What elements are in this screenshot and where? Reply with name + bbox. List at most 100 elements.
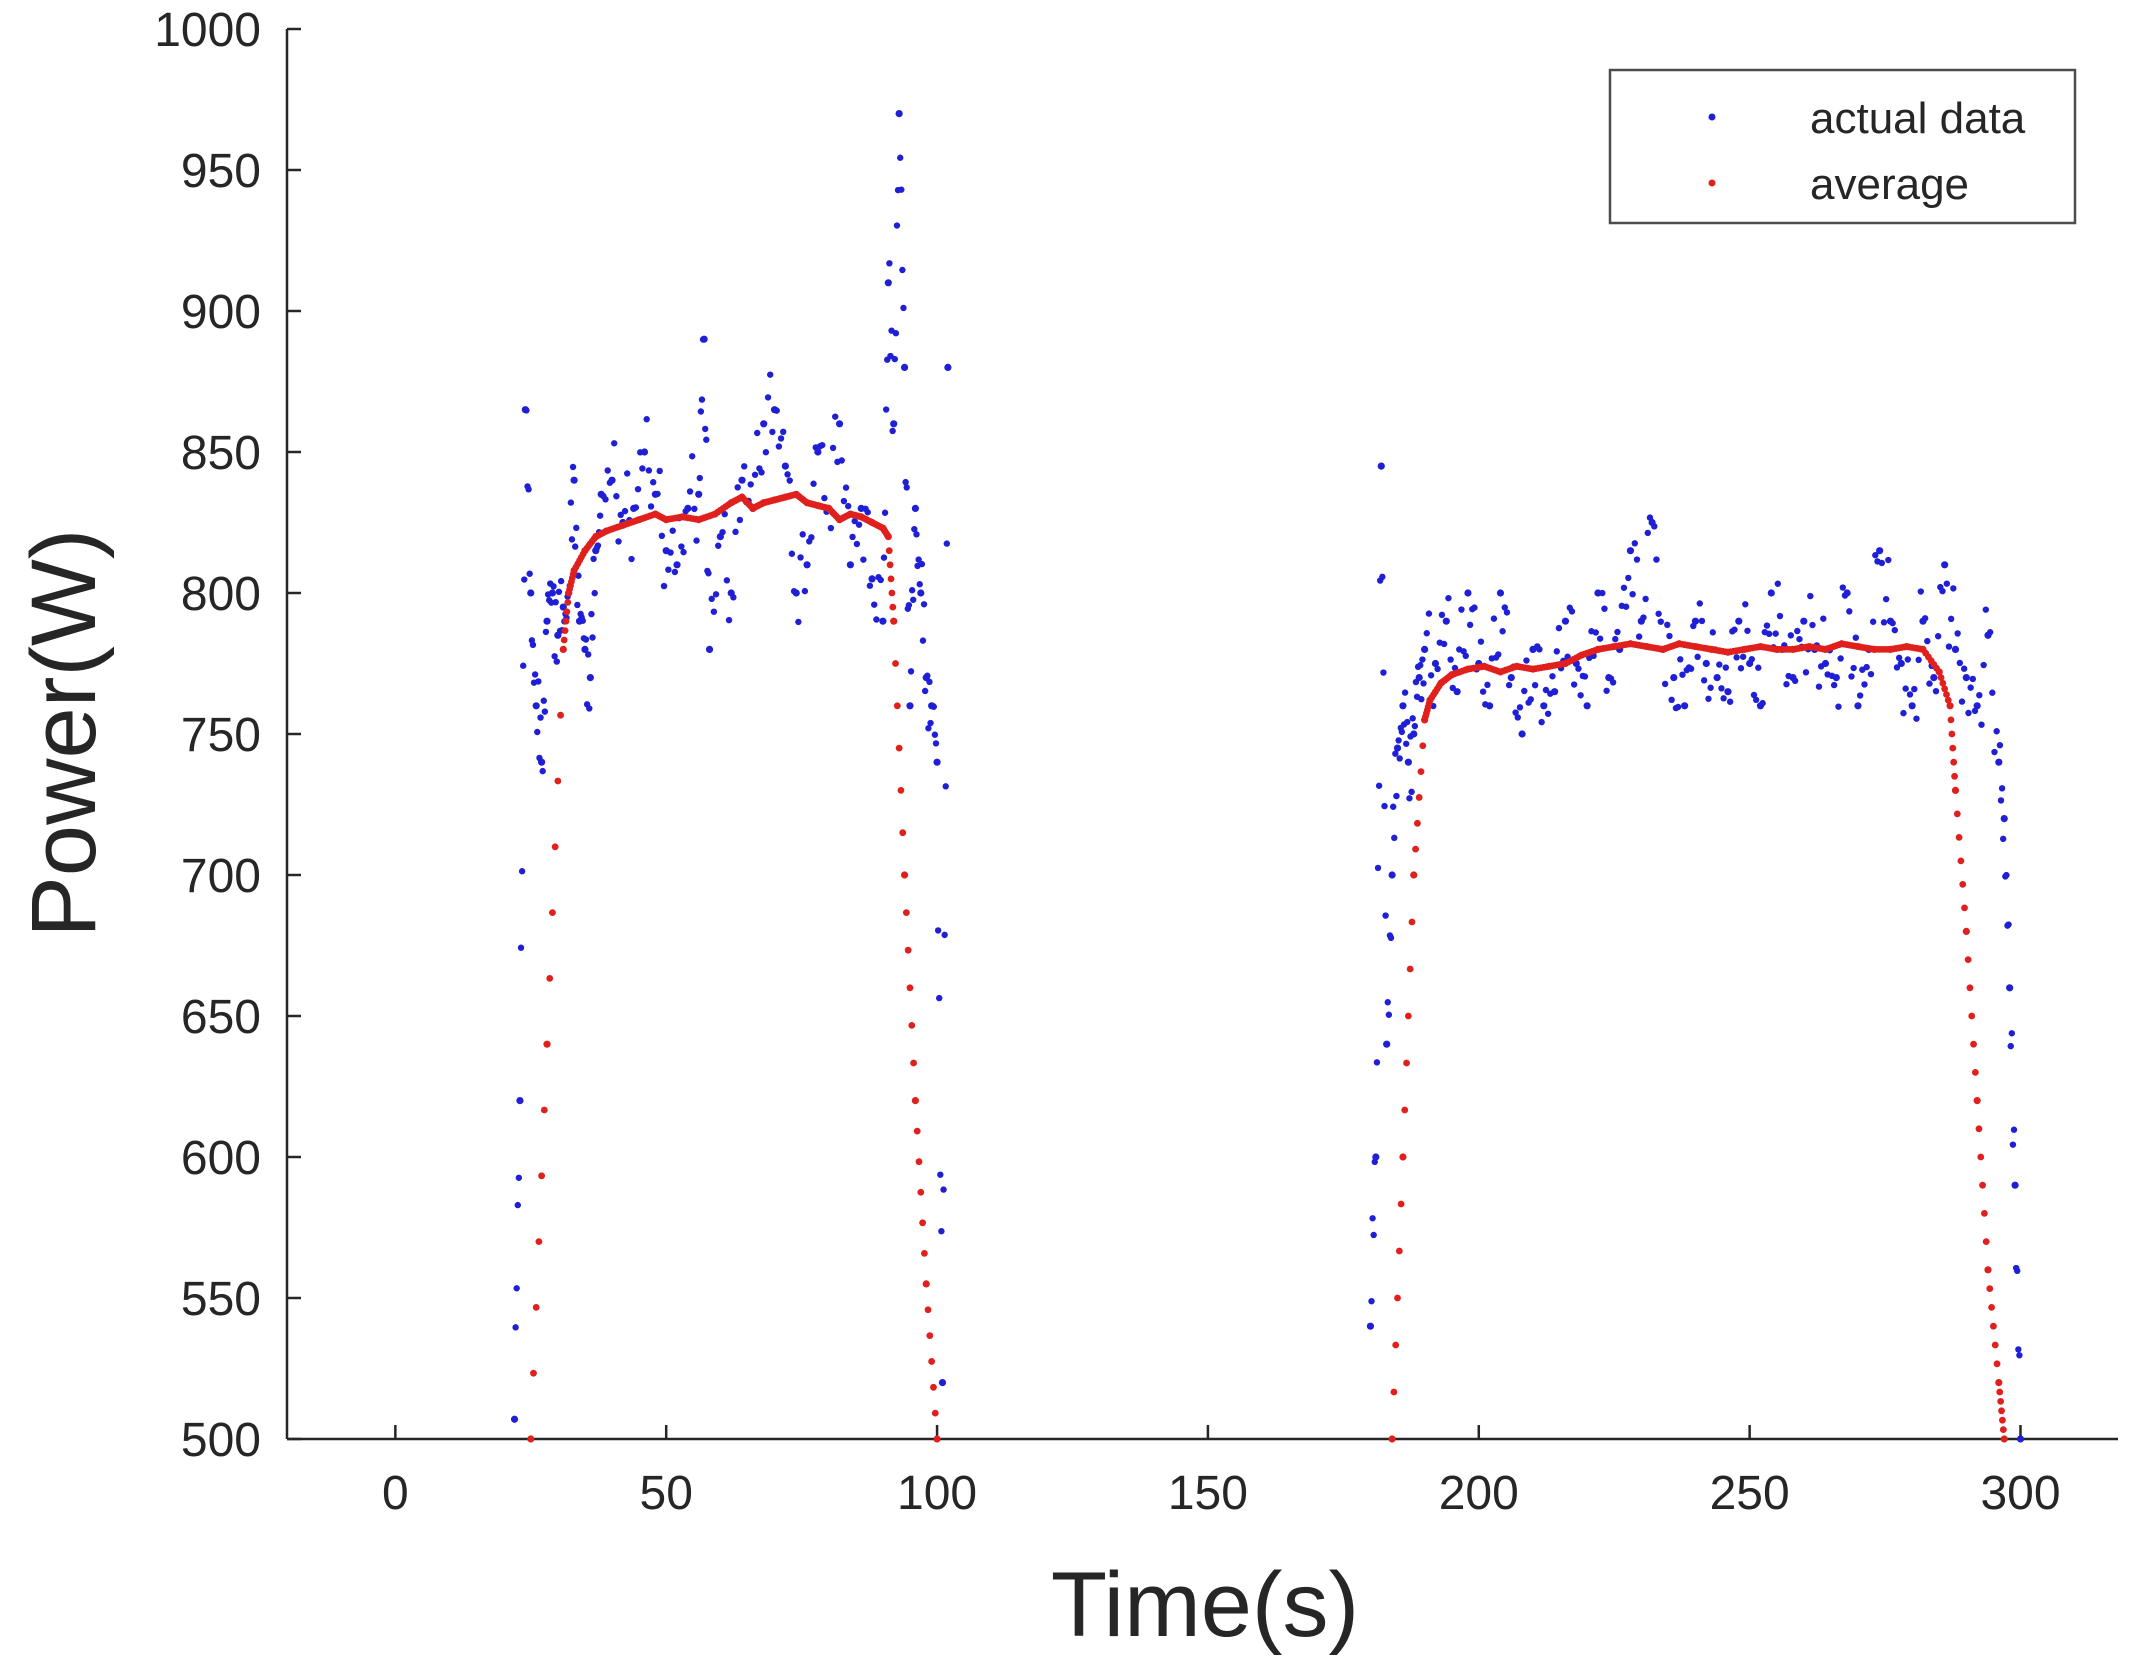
data-point — [1796, 635, 1803, 643]
data-point — [1995, 758, 2003, 766]
data-point — [574, 601, 581, 609]
data-point — [569, 463, 577, 471]
data-point — [908, 587, 916, 594]
data-point — [1802, 669, 1810, 676]
data-point — [1381, 802, 1388, 810]
data-point — [639, 465, 646, 472]
data-point — [1941, 685, 1949, 693]
data-point — [1971, 1069, 1979, 1076]
data-point — [933, 1435, 941, 1443]
data-point — [1951, 645, 1960, 654]
x-tick-label: 0 — [382, 1467, 409, 1520]
data-point — [1939, 587, 1946, 595]
data-point — [700, 335, 708, 343]
data-point — [795, 618, 802, 626]
data-point — [1411, 722, 1419, 730]
data-point — [1776, 612, 1784, 620]
data-point — [608, 476, 616, 484]
data-point — [1395, 1247, 1403, 1255]
data-point — [871, 601, 878, 608]
y-tick-label: 850 — [181, 427, 261, 480]
data-point — [1368, 1297, 1375, 1305]
data-point — [691, 505, 698, 513]
data-point — [1943, 580, 1951, 587]
data-point — [634, 485, 642, 493]
data-point — [734, 484, 741, 491]
data-point — [801, 587, 809, 595]
data-point — [1949, 744, 1957, 752]
data-point — [886, 561, 894, 569]
data-point — [1583, 702, 1591, 710]
data-point — [1986, 629, 1994, 636]
data-point — [882, 406, 890, 413]
data-point — [1406, 795, 1413, 802]
data-point — [930, 1383, 937, 1391]
data-point — [1980, 1210, 1988, 1217]
data-point — [873, 616, 880, 623]
data-point — [1956, 659, 1964, 667]
data-point — [938, 1379, 947, 1387]
data-point — [1705, 695, 1712, 702]
data-point — [741, 463, 748, 470]
data-point — [1820, 615, 1827, 622]
data-point — [1787, 632, 1795, 639]
data-point — [1993, 728, 2000, 735]
data-point — [553, 658, 560, 665]
data-point — [1990, 1322, 1997, 1330]
data-point — [2009, 1141, 2017, 1148]
data-point — [673, 561, 681, 569]
data-point — [855, 521, 863, 528]
data-point — [921, 687, 929, 695]
data-point — [890, 617, 898, 625]
data-point — [919, 1219, 927, 1227]
data-point — [708, 595, 715, 603]
data-point — [1377, 462, 1385, 470]
data-point — [719, 528, 726, 536]
data-point — [1991, 1341, 1999, 1349]
data-point — [1577, 692, 1584, 699]
data-point — [1993, 1360, 2001, 1368]
data-point — [1380, 669, 1387, 676]
data-point — [1599, 589, 1606, 597]
data-point — [1415, 794, 1423, 801]
data-point — [1408, 918, 1416, 926]
data-point — [1720, 695, 1727, 702]
y-tick-label: 700 — [181, 850, 261, 903]
data-point — [1856, 692, 1864, 699]
data-point — [1442, 617, 1450, 625]
data-point — [846, 561, 854, 569]
data-point — [1642, 595, 1649, 603]
data-point — [1995, 1379, 2003, 1387]
data-point — [920, 601, 928, 608]
data-point — [1397, 1200, 1405, 1208]
data-point — [1389, 803, 1397, 810]
data-point — [1664, 621, 1671, 629]
y-tick-label: 800 — [181, 568, 261, 621]
data-point — [937, 1171, 944, 1178]
data-point — [1387, 934, 1395, 942]
x-axis-ticks: 0 50 100 150 200 250 300 — [382, 1425, 2061, 1520]
data-point — [689, 453, 696, 460]
data-point — [1998, 1407, 2005, 1415]
data-point — [860, 556, 867, 563]
data-point — [594, 542, 602, 549]
data-point — [513, 1285, 520, 1292]
data-point — [907, 668, 915, 675]
data-point — [1523, 657, 1530, 664]
x-tick-label: 50 — [640, 1467, 693, 1520]
data-point — [1962, 674, 1970, 682]
data-point — [1932, 687, 1940, 695]
data-point — [1640, 614, 1647, 621]
data-point — [924, 1306, 932, 1314]
data-point — [546, 975, 554, 982]
data-point — [1944, 696, 1952, 704]
data-point — [1651, 523, 1658, 530]
data-point — [1440, 640, 1448, 648]
data-point — [1872, 552, 1879, 559]
data-point — [1404, 758, 1412, 766]
data-point — [1947, 615, 1955, 623]
data-point — [1388, 871, 1396, 879]
data-point — [838, 457, 845, 464]
data-point — [1713, 674, 1721, 682]
